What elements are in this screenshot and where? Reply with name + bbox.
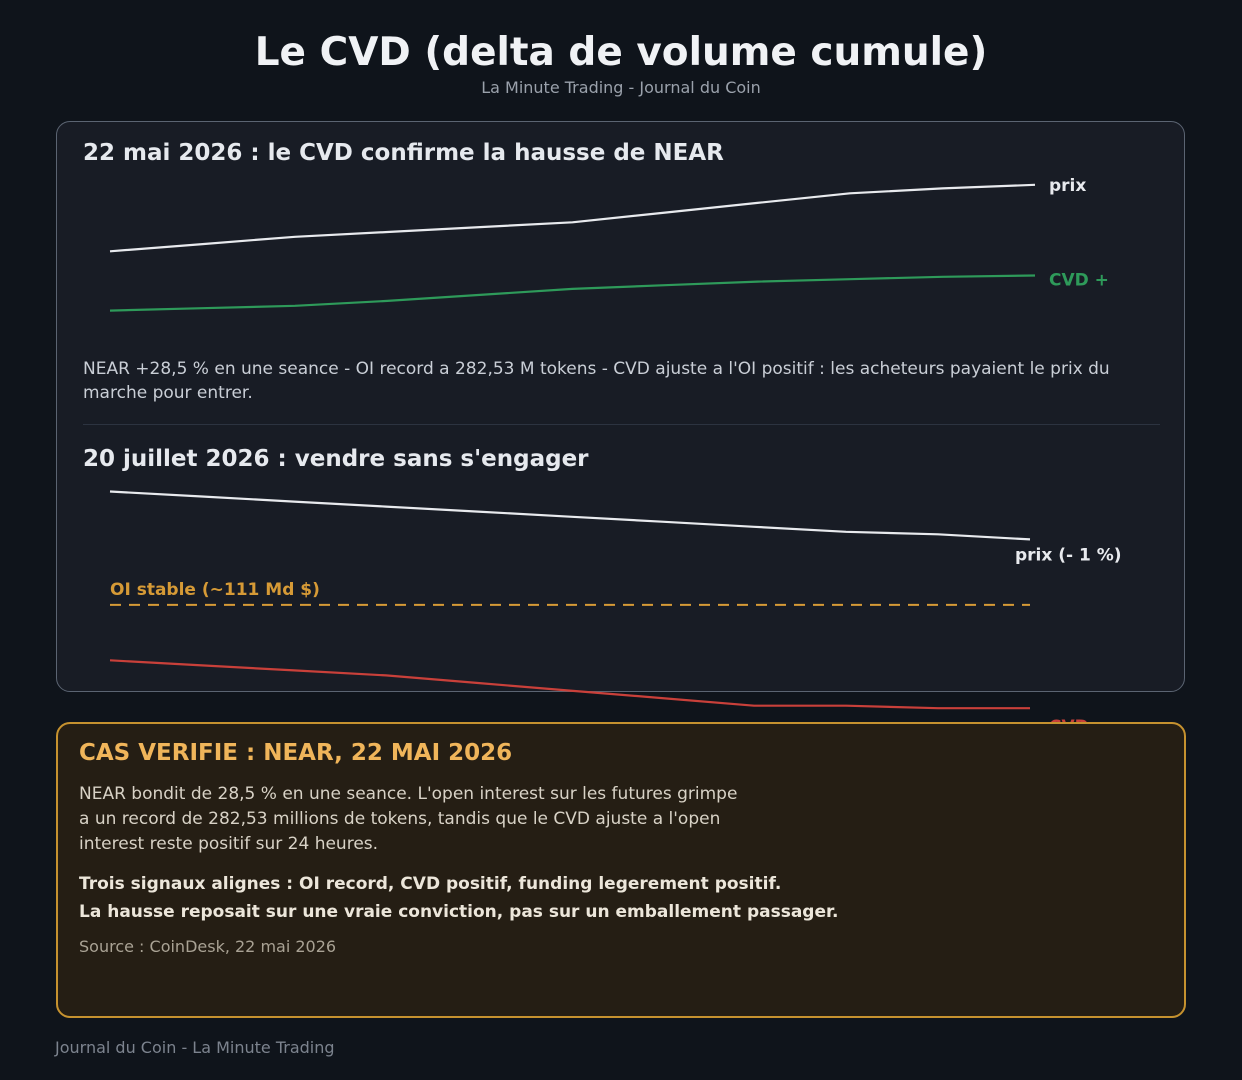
footer: Journal du Coin - La Minute Trading bbox=[55, 1038, 335, 1057]
section-title-may: 22 mai 2026 : le CVD confirme la hausse … bbox=[83, 140, 724, 166]
section-title-july: 20 juillet 2026 : vendre sans s'engager bbox=[83, 446, 589, 472]
case-emphasis: Trois signaux alignes : OI record, CVD p… bbox=[79, 870, 1159, 926]
case-emphasis-line-1: Trois signaux alignes : OI record, CVD p… bbox=[79, 874, 782, 894]
chart-panel bbox=[56, 121, 1185, 692]
page-title: Le CVD (delta de volume cumule) bbox=[254, 30, 988, 75]
case-title: CAS VERIFIE : NEAR, 22 MAI 2026 bbox=[79, 740, 513, 766]
case-source: Source : CoinDesk, 22 mai 2026 bbox=[79, 937, 337, 956]
case-body: NEAR bondit de 28,5 % en une seance. L'o… bbox=[79, 784, 738, 854]
case-box bbox=[56, 722, 1186, 1018]
section-divider bbox=[83, 424, 1160, 425]
section-description-may: NEAR +28,5 % en une seance - OI record a… bbox=[83, 359, 1110, 403]
case-emphasis-line-2: La hausse reposait sur une vraie convict… bbox=[79, 902, 839, 922]
page-subtitle: La Minute Trading - Journal du Coin bbox=[481, 78, 761, 97]
